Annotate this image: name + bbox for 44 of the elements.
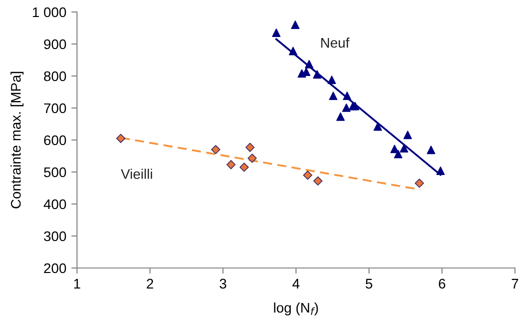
x-tick-label: 2 (146, 278, 154, 288)
point (403, 130, 412, 140)
point (116, 134, 126, 143)
point (303, 170, 312, 180)
point (394, 150, 402, 158)
point (329, 92, 338, 100)
x-tick-label: 5 (366, 278, 372, 289)
point (312, 70, 322, 79)
y-tick-label: 400 (44, 199, 66, 210)
x-tick-label: 4 (292, 278, 300, 288)
x-axis-title: log (N$_{f}$) (274, 302, 318, 316)
y-tick-label: 800 (44, 71, 66, 82)
y-tick-label: 900 (44, 39, 66, 50)
point (328, 76, 336, 84)
point (336, 112, 345, 121)
series-label: Vieilli (120, 168, 152, 179)
y-tick-label: 500 (44, 167, 66, 178)
x-tick-label: 1 (74, 278, 80, 288)
point (245, 142, 255, 152)
y-tick-label: 300 (44, 231, 66, 242)
x-tick-label: 7 (512, 278, 518, 288)
y-tick-label: 200 (44, 263, 66, 274)
point (414, 178, 424, 188)
point (342, 92, 352, 100)
y-tick-label: 600 (44, 135, 66, 146)
series-label: Neuf (321, 38, 350, 48)
point (313, 176, 322, 186)
point (240, 162, 249, 172)
point (291, 20, 300, 30)
point (288, 46, 298, 56)
y-tick-label: 1 000 (32, 7, 66, 18)
y-axis-title: Contrainte max. [MPa] (10, 72, 24, 208)
point (400, 144, 408, 153)
x-tick-label: 6 (438, 278, 446, 289)
x-tick-label: 3 (220, 278, 226, 289)
point (248, 154, 257, 163)
point (436, 166, 445, 175)
y-tick-label: 700 (44, 103, 66, 114)
point (342, 103, 351, 112)
point (211, 145, 220, 154)
point (272, 28, 281, 38)
point (426, 146, 436, 154)
point (304, 60, 314, 68)
point (226, 160, 236, 170)
